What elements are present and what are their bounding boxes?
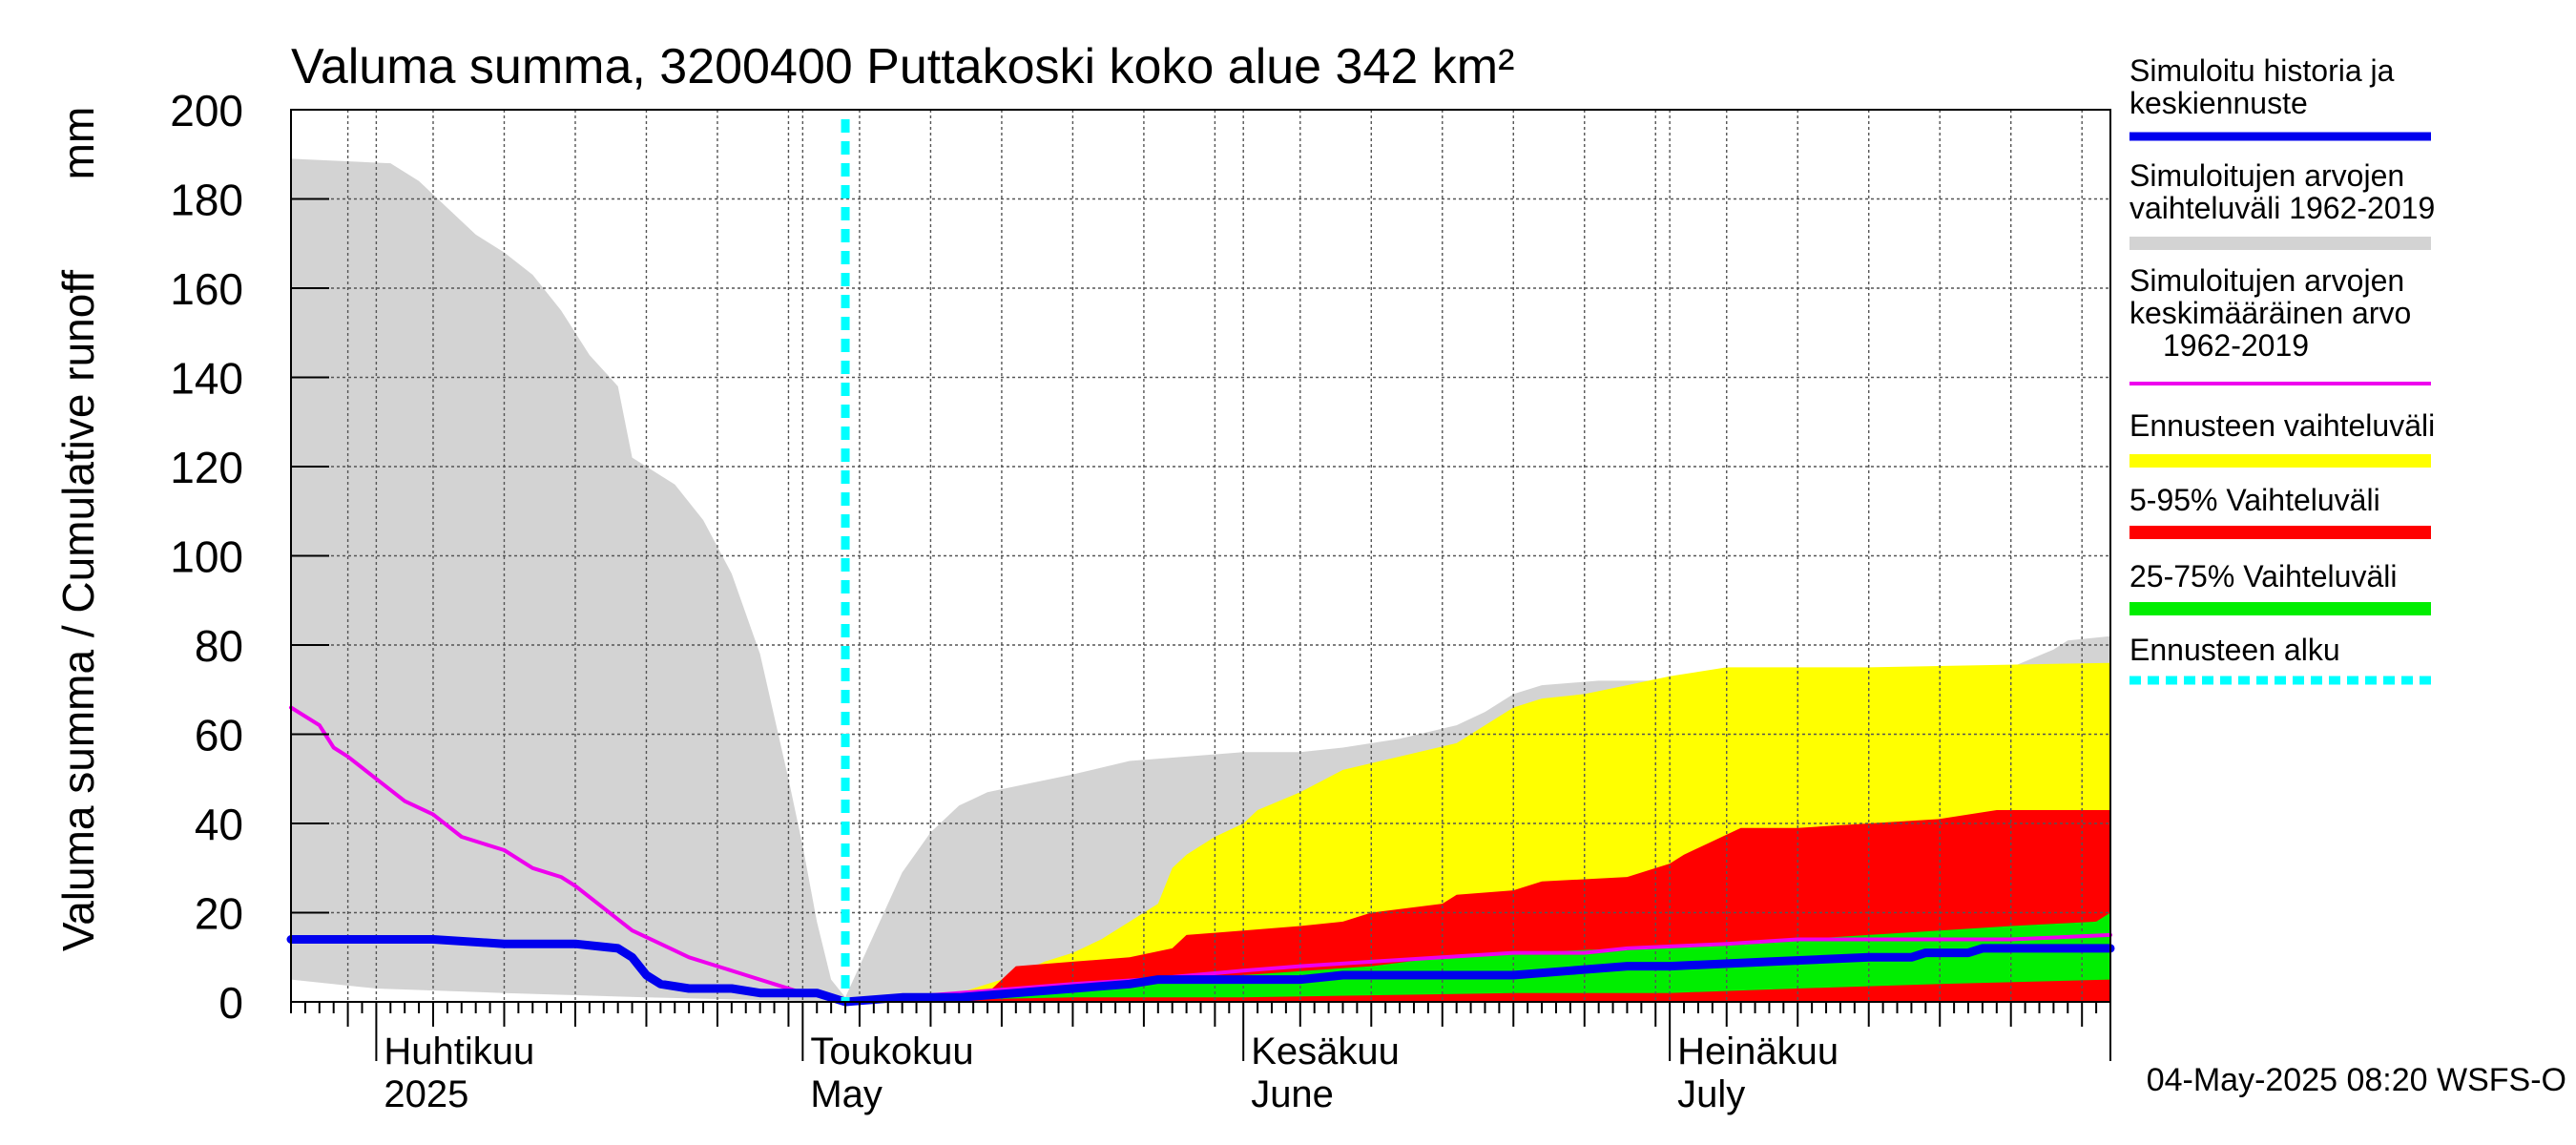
- band-25-75-vaihteluv-li: [845, 912, 2110, 1002]
- legend-label: keskimääräinen arvo: [2129, 296, 2411, 330]
- x-month-sublabel: 2025: [384, 1073, 468, 1115]
- x-month-label: Toukokuu: [810, 1030, 973, 1072]
- data-lines: [286, 119, 2115, 1007]
- y-tick-label: 100: [170, 532, 243, 582]
- legend-label: 5-95% Vaihteluväli: [2129, 483, 2380, 517]
- legend-label: 25-75% Vaihteluväli: [2129, 559, 2397, 593]
- x-month-sublabel: June: [1251, 1073, 1334, 1115]
- y-tick-label: 160: [170, 264, 243, 314]
- x-month-sublabel: May: [810, 1073, 883, 1115]
- legend-label: vaihteluväli 1962-2019: [2129, 191, 2435, 225]
- legend-label: Simuloitu historia ja: [2129, 53, 2395, 88]
- legend-label: keskiennuste: [2129, 86, 2308, 120]
- y-tick-label: 180: [170, 176, 243, 225]
- y-tick-label: 200: [170, 86, 243, 135]
- x-month-label: Kesäkuu: [1251, 1030, 1400, 1072]
- y-tick-label: 0: [218, 978, 243, 1028]
- x-month-label: Heinäkuu: [1677, 1030, 1839, 1072]
- legend-label: Simuloitujen arvojen: [2129, 158, 2404, 193]
- y-tick-label: 40: [195, 800, 243, 849]
- chart-title: Valuma summa, 3200400 Puttakoski koko al…: [291, 39, 1514, 94]
- x-month-label: Huhtikuu: [384, 1030, 534, 1072]
- y-tick-label: 20: [195, 889, 243, 939]
- y-axis-unit: mm: [53, 107, 103, 180]
- y-tick-label: 60: [195, 711, 243, 760]
- line-simuloitu-historia-ja-keskiennuste: [286, 935, 2115, 1007]
- legend-label: Ennusteen alku: [2129, 633, 2340, 667]
- legend-label: Ennusteen vaihteluväli: [2129, 408, 2435, 443]
- y-axis-label: Valuma summa / Cumulative runoff: [53, 270, 103, 951]
- y-tick-label: 120: [170, 443, 243, 492]
- footer-timestamp: 04-May-2025 08:20 WSFS-O: [2147, 1062, 2566, 1098]
- y-tick-label: 80: [195, 621, 243, 671]
- legend-label: Simuloitujen arvojen: [2129, 263, 2404, 298]
- x-month-sublabel: July: [1677, 1073, 1745, 1115]
- legend-label: 1962-2019: [2163, 328, 2309, 363]
- y-tick-label: 140: [170, 354, 243, 404]
